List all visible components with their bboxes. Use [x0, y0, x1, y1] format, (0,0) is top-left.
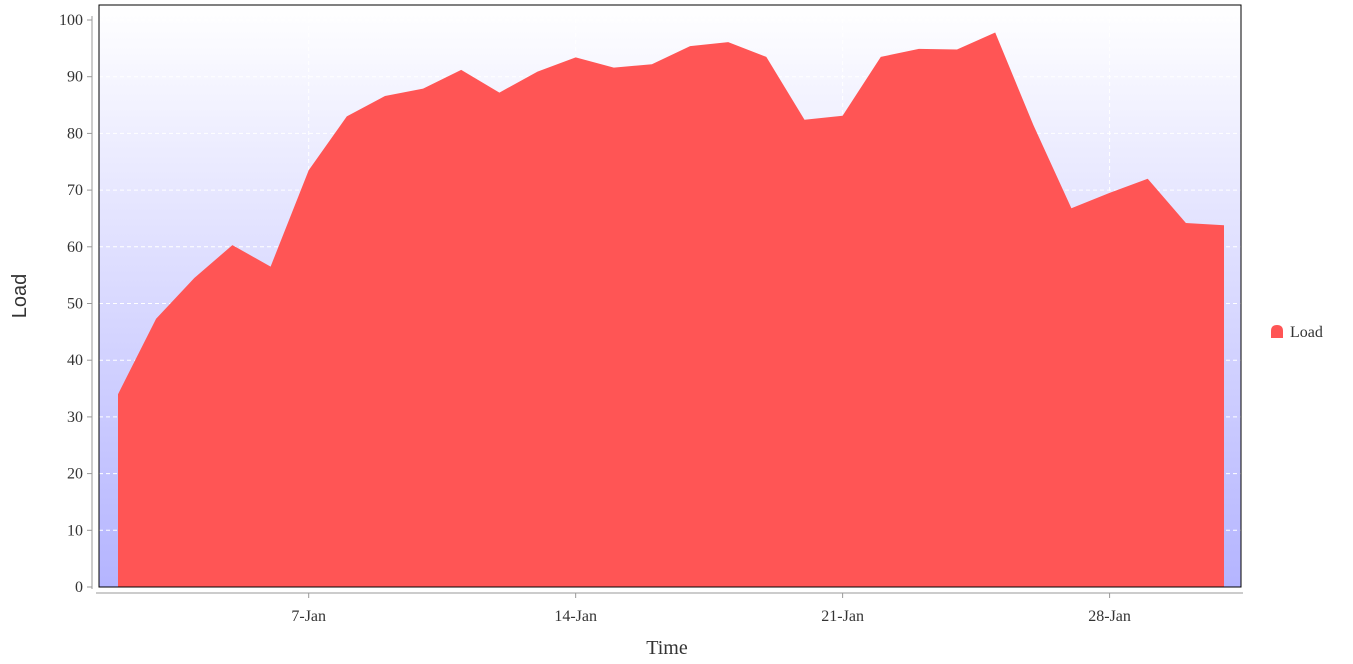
- x-tick-label: 21-Jan: [821, 608, 864, 625]
- y-axis-title: Load: [9, 274, 31, 319]
- y-tick-label: 60: [67, 239, 83, 256]
- legend: Load: [1271, 324, 1323, 341]
- x-axis-title: Time: [646, 637, 688, 659]
- y-tick-label: 100: [59, 12, 83, 29]
- y-tick-label: 30: [67, 409, 83, 426]
- x-tick-label: 7-Jan: [291, 608, 326, 625]
- y-tick-label: 20: [67, 466, 83, 483]
- plot-border: [98, 4, 1242, 588]
- y-tick-label: 90: [67, 69, 83, 86]
- x-axis: 7-Jan 14-Jan 21-Jan 28-Jan: [96, 592, 1243, 625]
- area-series-load: [118, 32, 1224, 587]
- x-tick-label: 14-Jan: [554, 608, 597, 625]
- y-tick-label: 10: [67, 522, 83, 539]
- y-tick-label: 0: [75, 579, 83, 596]
- y-axis: 0 10 20 30 40 50 60 70 80 90 100: [59, 12, 93, 596]
- y-tick-label: 40: [67, 352, 83, 369]
- y-tick-label: 50: [67, 296, 83, 313]
- legend-label-load: Load: [1290, 324, 1323, 341]
- x-tick-label: 28-Jan: [1088, 608, 1131, 625]
- legend-swatch-load: [1271, 325, 1283, 338]
- y-tick-label: 70: [67, 182, 83, 199]
- y-tick-label: 80: [67, 125, 83, 142]
